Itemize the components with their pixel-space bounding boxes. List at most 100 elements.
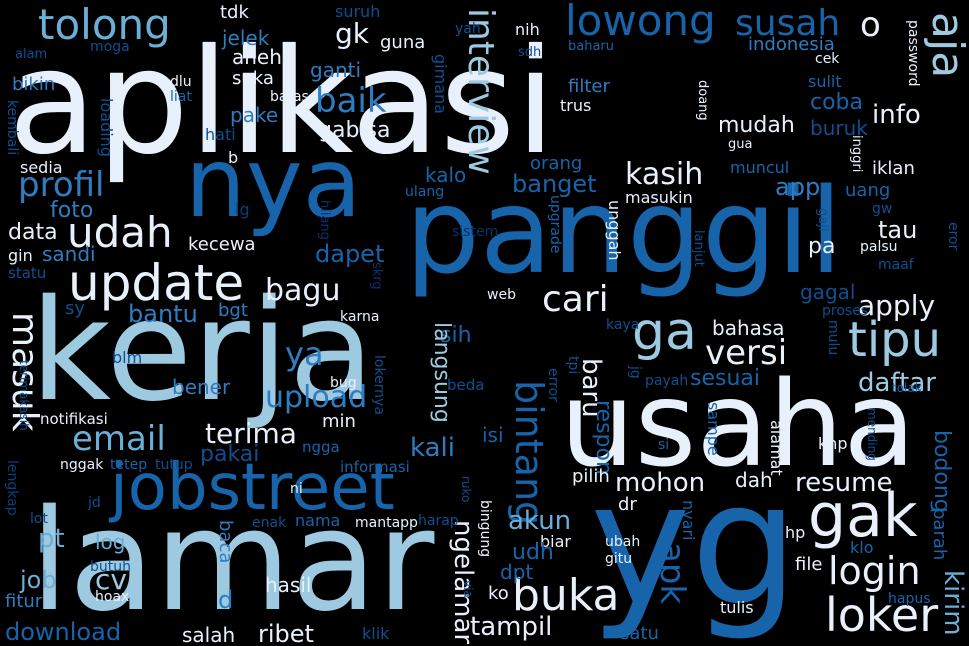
word-gw: gw (872, 201, 893, 217)
word-via: via (461, 580, 475, 598)
word-tulis: tulis (720, 598, 754, 617)
word-ulang: ulang (405, 184, 445, 200)
word-hapus: hapus (888, 591, 931, 607)
word-kembali: kembali (4, 100, 20, 156)
word-yg: yg (590, 446, 799, 644)
word-lengkap: lengkap (4, 460, 20, 516)
word-sy: sy (65, 298, 86, 319)
word-sandi: sandi (42, 242, 96, 266)
word-trus: trus (560, 96, 592, 115)
word-tipu: tipu (848, 312, 942, 368)
word-download: download (5, 618, 122, 646)
word-ruko: ruko (459, 476, 473, 503)
word-bener: bener (172, 375, 231, 399)
word-usaha: usaha (560, 355, 916, 493)
word-bikin: bikin (12, 74, 56, 95)
word-butuh: butuh (90, 559, 131, 575)
word-respon: respon (591, 400, 616, 475)
word-gabisa: gabisa (318, 118, 391, 143)
word-langsung: langsung (429, 322, 454, 423)
word-dah: dah (735, 468, 773, 492)
word-yah: yah (455, 21, 481, 37)
word-biar: biar (540, 532, 571, 551)
word-udah: udah (67, 208, 173, 257)
word-kasih: kasih (625, 157, 704, 192)
word-mulu: mulu (825, 320, 841, 356)
word-hilang: hilang (317, 200, 332, 240)
word-ya: ya (285, 335, 324, 373)
word-ubah: ubah (605, 534, 641, 550)
word-dpt: dpt (500, 560, 534, 584)
word-satu: satu (620, 623, 659, 644)
word-ga: ga (632, 302, 697, 362)
word-upgrade: upgrade (547, 195, 563, 254)
word-email: email (72, 419, 166, 459)
word-min: min (322, 411, 356, 432)
word-bahasa: bahasa (712, 316, 785, 340)
word-tau: tau (878, 216, 918, 244)
word-banget: banget (512, 170, 597, 198)
word-login: login (828, 549, 921, 593)
word-bgt: bgt (218, 300, 248, 321)
word-lanjut: lanjut (691, 230, 706, 267)
word-d: d (218, 586, 234, 614)
word-fitur: fitur (5, 591, 43, 612)
word-enak: enak (252, 515, 287, 531)
word-resume: resume (795, 468, 893, 498)
word-alam: alam (15, 47, 48, 62)
word-pilih: pilih (572, 466, 610, 487)
word-bintang: bintang (507, 380, 551, 526)
word-pake: pake (230, 103, 279, 127)
word-masuk: masuk (4, 312, 45, 432)
word-job: job (20, 566, 57, 594)
word-b: b (228, 148, 239, 167)
word-pt: pt (38, 524, 65, 554)
word-nya: nya (185, 127, 362, 239)
word-gua: gua (728, 137, 753, 152)
word-data: data (8, 220, 58, 245)
word-eror: eror (945, 222, 961, 251)
word-lg: lg (235, 200, 250, 219)
word-nama: nama (295, 511, 341, 530)
word-payah: payah (645, 373, 689, 389)
word-baik: baik (315, 81, 387, 121)
word-blm: blm (112, 348, 143, 367)
word-versi: versi (705, 333, 788, 373)
word-cari: cari (542, 279, 609, 320)
word-si: si (658, 437, 670, 453)
word-liat: liat (170, 89, 192, 105)
word-pa: pa (808, 234, 836, 259)
word-sesuai: sesuai (690, 366, 760, 391)
word-baharu: baharu (568, 39, 615, 54)
word-guna: guna (380, 32, 426, 53)
word-tolak: tolak (892, 381, 922, 395)
word-dr: dr (618, 494, 637, 515)
word-gak: gak (808, 481, 918, 551)
word-harap: harap (418, 513, 459, 529)
word-akun: akun (508, 506, 572, 536)
word-moga: moga (90, 39, 130, 55)
word-lot: lot (30, 511, 48, 527)
word-lokernya: lokernya (371, 355, 387, 415)
word-baru: baru (576, 358, 606, 418)
word-filter: filter (568, 76, 610, 97)
word-loker: loker (825, 588, 939, 642)
word-tutup: tutup (155, 457, 193, 473)
word-tdk: tdk (220, 2, 249, 23)
word-lamar: lamar (30, 480, 435, 643)
word-gimana: gimana (431, 54, 450, 114)
word-ni: ni (290, 481, 303, 497)
word-cek: cek (815, 51, 840, 67)
word-mohon: mohon (615, 468, 706, 498)
word-hasil: hasil (265, 573, 312, 597)
word-masukin: masukin (625, 188, 693, 207)
word-jg: jg (627, 366, 643, 379)
word-batas: batas (270, 89, 309, 105)
word-alamat: alamat (767, 420, 786, 476)
word-udh: udh (512, 540, 554, 565)
word-terimakasih: terimakasih (17, 360, 31, 431)
word-tampil: tampil (470, 612, 553, 642)
word-interview: interview (460, 8, 501, 175)
word-sistem: sistem (452, 224, 499, 240)
